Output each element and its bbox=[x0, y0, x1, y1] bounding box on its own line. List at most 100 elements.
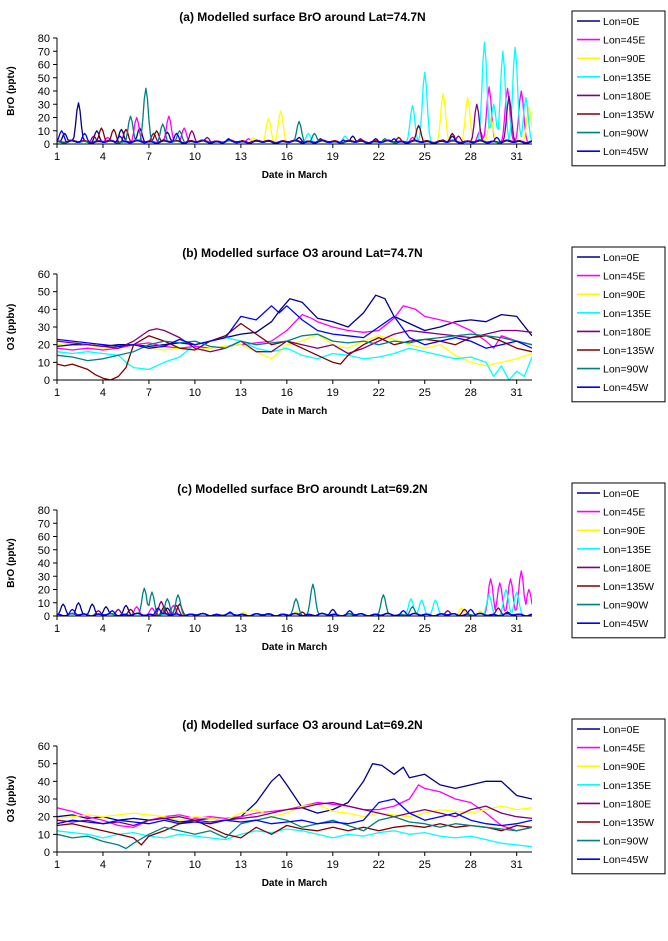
series-line-lon-45w bbox=[57, 607, 532, 616]
y-tick-label: 60 bbox=[38, 60, 50, 72]
y-tick-label: 20 bbox=[38, 340, 50, 352]
x-tick-label: 31 bbox=[511, 859, 523, 871]
legend-label: Lon=90E bbox=[603, 525, 645, 537]
x-tick-label: 25 bbox=[419, 623, 431, 635]
x-tick-label: 13 bbox=[235, 151, 247, 163]
x-tick-label: 22 bbox=[373, 859, 385, 871]
legend-label: Lon=0E bbox=[603, 724, 640, 736]
y-axis-label: BrO (pptv) bbox=[6, 66, 17, 115]
legend-label: Lon=90E bbox=[603, 289, 645, 301]
y-axis-label: BrO (pptv) bbox=[6, 538, 17, 587]
y-tick-label: 0 bbox=[44, 139, 50, 151]
legend-label: Lon=135W bbox=[603, 109, 654, 121]
chart-panel-b: (b) Modelled surface O3 around Lat=74.7N… bbox=[6, 246, 666, 417]
x-axis-label: Date in March bbox=[262, 170, 328, 181]
y-tick-label: 40 bbox=[38, 304, 50, 316]
y-tick-label: 70 bbox=[38, 46, 50, 58]
y-tick-label: 50 bbox=[38, 73, 50, 85]
y-tick-label: 10 bbox=[38, 126, 50, 138]
series-line-lon-45w bbox=[57, 305, 532, 349]
y-tick-label: 0 bbox=[44, 375, 50, 387]
legend-box bbox=[571, 482, 666, 639]
legend: Lon=0E Lon=45E Lon=90E Lon=135E Lon=180E Lon=… bbox=[571, 482, 666, 639]
x-tick-label: 31 bbox=[511, 151, 523, 163]
series-line-lon-180e bbox=[57, 801, 532, 827]
x-tick-label: 22 bbox=[373, 151, 385, 163]
y-tick-label: 60 bbox=[38, 269, 50, 281]
series-line-lon-135e bbox=[57, 336, 532, 380]
x-tick-label: 13 bbox=[235, 387, 247, 399]
x-tick-label: 16 bbox=[281, 859, 293, 871]
legend-label: Lon=45W bbox=[603, 146, 648, 158]
legend-label: Lon=135E bbox=[603, 544, 651, 556]
legend-label: Lon=180E bbox=[603, 798, 651, 810]
y-tick-label: 40 bbox=[38, 558, 50, 570]
x-tick-label: 28 bbox=[465, 151, 477, 163]
y-tick-label: 80 bbox=[38, 33, 50, 45]
legend-label: Lon=0E bbox=[603, 252, 640, 264]
x-tick-label: 19 bbox=[327, 859, 339, 871]
x-tick-label: 16 bbox=[281, 387, 293, 399]
legend-label: Lon=45E bbox=[603, 35, 645, 47]
y-tick-label: 30 bbox=[38, 322, 50, 334]
x-tick-label: 1 bbox=[54, 859, 60, 871]
legend-box bbox=[571, 10, 666, 167]
x-tick-label: 25 bbox=[419, 387, 431, 399]
x-tick-label: 10 bbox=[189, 387, 201, 399]
x-tick-label: 10 bbox=[189, 859, 201, 871]
x-tick-label: 28 bbox=[465, 859, 477, 871]
x-tick-label: 1 bbox=[54, 623, 60, 635]
x-tick-label: 13 bbox=[235, 859, 247, 871]
x-tick-label: 25 bbox=[419, 859, 431, 871]
series-line-lon-45w bbox=[57, 798, 532, 827]
y-tick-label: 50 bbox=[38, 545, 50, 557]
series-line-lon-135e bbox=[57, 828, 532, 848]
x-tick-label: 16 bbox=[281, 623, 293, 635]
series-line-lon-45w bbox=[57, 130, 532, 144]
legend-box bbox=[571, 246, 666, 403]
legend-label: Lon=90E bbox=[603, 761, 645, 773]
chart-title: (b) Modelled surface O3 around Lat=74.7N bbox=[182, 246, 422, 260]
x-tick-label: 25 bbox=[419, 151, 431, 163]
x-tick-label: 22 bbox=[373, 623, 385, 635]
chart-title: (d) Modelled surface O3 around Lat=69.2N bbox=[182, 718, 422, 732]
y-tick-label: 60 bbox=[38, 741, 50, 753]
x-tick-label: 1 bbox=[54, 387, 60, 399]
legend-label: Lon=180E bbox=[603, 326, 651, 338]
y-tick-label: 50 bbox=[38, 287, 50, 299]
legend: Lon=0E Lon=45E Lon=90E Lon=135E Lon=180E Lon=… bbox=[571, 10, 666, 167]
legend-label: Lon=0E bbox=[603, 16, 640, 28]
y-axis-label: O3 (ppbv) bbox=[6, 304, 17, 351]
legend-label: Lon=90W bbox=[603, 364, 648, 376]
legend-label: Lon=90W bbox=[603, 836, 648, 848]
x-tick-label: 7 bbox=[146, 387, 152, 399]
y-tick-label: 30 bbox=[38, 571, 50, 583]
x-tick-label: 7 bbox=[146, 859, 152, 871]
y-tick-label: 10 bbox=[38, 357, 50, 369]
y-tick-label: 10 bbox=[38, 598, 50, 610]
x-tick-label: 13 bbox=[235, 623, 247, 635]
legend-label: Lon=90E bbox=[603, 53, 645, 65]
series-group bbox=[57, 41, 532, 144]
legend-label: Lon=0E bbox=[603, 488, 640, 500]
series-line-lon-45e bbox=[57, 305, 532, 351]
series-line-lon-90w bbox=[57, 333, 532, 362]
chart-title: (c) Modelled surface BrO aroundt Lat=69.… bbox=[177, 482, 427, 496]
x-tick-label: 10 bbox=[189, 623, 201, 635]
legend-label: Lon=135W bbox=[603, 345, 654, 357]
x-tick-label: 16 bbox=[281, 151, 293, 163]
legend: Lon=0E Lon=45E Lon=90E Lon=135E Lon=180E Lon=… bbox=[571, 246, 666, 403]
series-group bbox=[57, 570, 532, 616]
x-axis-label: Date in March bbox=[262, 878, 328, 889]
x-tick-label: 4 bbox=[100, 623, 106, 635]
y-tick-label: 0 bbox=[44, 847, 50, 859]
x-tick-label: 10 bbox=[189, 151, 201, 163]
y-tick-label: 20 bbox=[38, 812, 50, 824]
y-tick-label: 0 bbox=[44, 611, 50, 623]
legend-label: Lon=180E bbox=[603, 90, 651, 102]
legend-label: Lon=45E bbox=[603, 507, 645, 519]
legend-label: Lon=135E bbox=[603, 780, 651, 792]
legend-label: Lon=135E bbox=[603, 308, 651, 320]
series-group bbox=[57, 294, 532, 380]
